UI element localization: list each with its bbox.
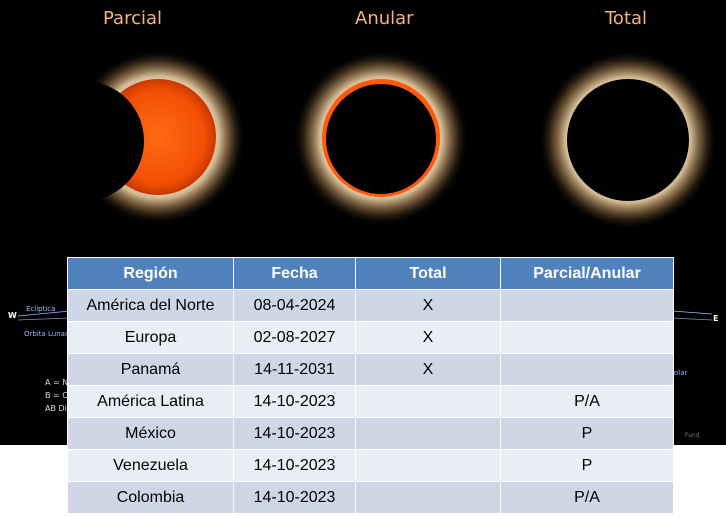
cell-date: 02-08-2027 [233,321,356,354]
cell-partial: P [500,417,674,450]
cell-total [355,449,501,482]
cell-date: 14-11-2031 [233,353,356,386]
cell-date: 14-10-2023 [233,449,356,482]
cell-date: 14-10-2023 [233,385,356,418]
table-row: Europa 02-08-2027 X [67,321,674,354]
cell-date: 14-10-2023 [233,417,356,450]
eclipse-illustrations [17,49,718,321]
header-region: Región [67,257,234,290]
diagram-solar: olar [674,369,688,377]
total-eclipse [538,50,718,230]
diagram-ecliptic: Ecliptica [26,305,56,313]
table-row: México 14-10-2023 P [67,417,674,450]
cell-total: X [355,289,501,322]
diagram-note-ab: AB Dis [45,404,72,413]
table-row: Venezuela 14-10-2023 P [67,449,674,482]
cell-region: Europa [67,321,234,354]
cell-partial: P/A [500,481,674,514]
diagram-credit: Fund [685,432,700,439]
diagram-west: W [8,311,17,320]
cell-date: 14-10-2023 [233,481,356,514]
cell-date: 08-04-2024 [233,289,356,322]
cell-region: América Latina [67,385,234,418]
header-partial-annular: Parcial/Anular [500,257,674,290]
cell-total: X [355,353,501,386]
annular-eclipse [293,50,469,226]
cell-partial: P [500,449,674,482]
table-row: América Latina 14-10-2023 P/A [67,385,674,418]
cell-region: América del Norte [67,289,234,322]
cell-partial: P/A [500,385,674,418]
orbital-diagram [17,310,713,321]
eclipse-table: Región Fecha Total Parcial/Anular Améric… [67,257,674,514]
header-total: Total [355,257,501,290]
cell-total [355,417,501,450]
diagram-note-a: A = No [45,378,74,387]
cell-total [355,481,501,514]
diagram-east: E [713,314,719,323]
cell-partial [500,289,674,322]
cell-region: Panamá [67,353,234,386]
cell-region: Venezuela [67,449,234,482]
label-annular: Anular [355,8,414,29]
diagram-lunar-orbit: Órbita Lunar [24,330,68,338]
diagram-note-b: B = Ce [45,391,73,400]
table-row: Panamá 14-11-2031 X [67,353,674,386]
label-partial: Parcial [103,8,163,29]
label-total: Total [605,8,648,29]
table-row: América del Norte 08-04-2024 X [67,289,674,322]
cell-partial [500,321,674,354]
cell-partial [500,353,674,386]
cell-region: Colombia [67,481,234,514]
cell-region: México [67,417,234,450]
cell-total [355,385,501,418]
partial-eclipse [24,49,246,225]
cell-total: X [355,321,501,354]
table-row: Colombia 14-10-2023 P/A [67,481,674,514]
header-date: Fecha [233,257,356,290]
table-header-row: Región Fecha Total Parcial/Anular [67,257,674,290]
